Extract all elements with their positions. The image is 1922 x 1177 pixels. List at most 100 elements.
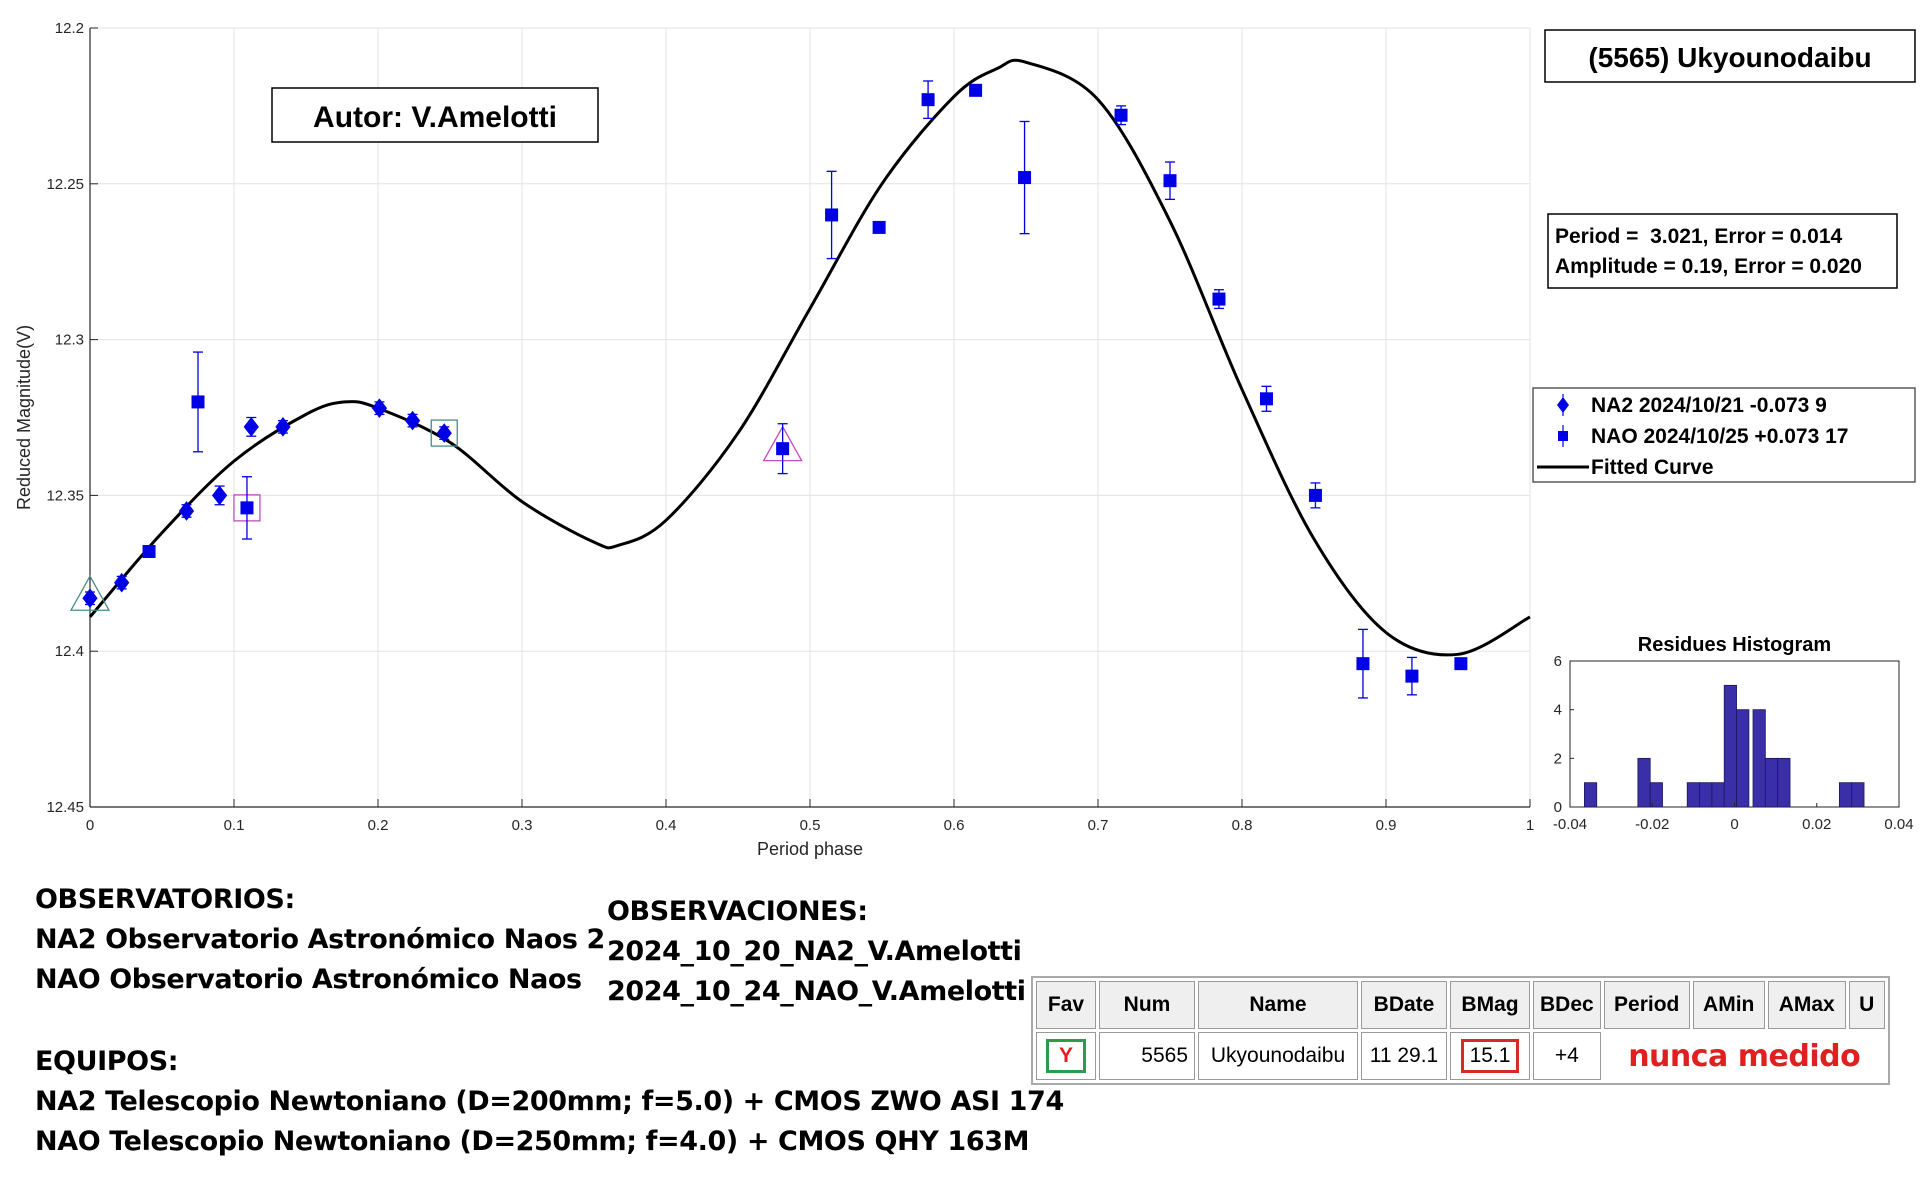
data-point-nao bbox=[872, 220, 886, 234]
observatorios-heading: OBSERVATORIOS: bbox=[35, 884, 295, 915]
observaciones-heading: OBSERVACIONES: bbox=[607, 896, 868, 927]
hist-x-tick-label: 0.04 bbox=[1884, 816, 1913, 833]
data-point-nao bbox=[1405, 669, 1419, 683]
data-point-na2 bbox=[275, 417, 291, 437]
y-tick-label: 12.2 bbox=[55, 20, 84, 37]
x-tick-label: 0.5 bbox=[800, 817, 821, 834]
author-label: Autor: V.Amelotti bbox=[313, 101, 557, 134]
y-tick-label: 12.45 bbox=[46, 799, 84, 816]
cell-bdate: 11 29.1 bbox=[1361, 1032, 1447, 1080]
highlight-square bbox=[430, 419, 458, 447]
legend-entry-label: NA2 2024/10/21 -0.073 9 bbox=[1591, 394, 1827, 417]
data-point-nao bbox=[1212, 292, 1226, 306]
highlight-triangle bbox=[69, 574, 111, 611]
legend-entry-label: Fitted Curve bbox=[1591, 456, 1714, 479]
y-tick-label: 12.3 bbox=[55, 332, 84, 349]
data-point-nao bbox=[191, 395, 205, 409]
table-row: Y 5565 Ukyounodaibu 11 29.1 15.1 +4 nunc… bbox=[1036, 1032, 1885, 1080]
data-point-na2 bbox=[371, 398, 388, 418]
observacion-na2: 2024_10_20_NA2_V.Amelotti bbox=[607, 936, 1022, 967]
data-point-na2 bbox=[243, 417, 259, 437]
fitted-curve bbox=[88, 58, 1531, 657]
fav-flag: Y bbox=[1046, 1039, 1086, 1073]
histogram-bar bbox=[1699, 782, 1713, 808]
histogram-bar bbox=[1649, 782, 1663, 808]
histogram-bar bbox=[1583, 782, 1598, 808]
histogram-bar bbox=[1736, 709, 1750, 808]
data-point-na2 bbox=[436, 423, 452, 443]
equipos-heading: EQUIPOS: bbox=[35, 1046, 179, 1077]
data-point-nao bbox=[142, 544, 156, 558]
cell-note: nunca medido bbox=[1603, 1032, 1885, 1080]
legend-box bbox=[1532, 387, 1916, 483]
y-tick-label: 12.25 bbox=[46, 176, 84, 193]
col-header-amin: AMin bbox=[1692, 981, 1765, 1029]
data-point-na2 bbox=[82, 588, 98, 609]
col-header-fav: Fav bbox=[1036, 981, 1096, 1029]
col-header-u: U bbox=[1848, 981, 1885, 1029]
x-tick-label: 0 bbox=[86, 817, 94, 834]
histogram-bar bbox=[1686, 782, 1700, 808]
col-header-bdec: BDec bbox=[1533, 981, 1601, 1029]
data-point-nao bbox=[1454, 657, 1468, 671]
equipo-nao: NAO Telescopio Newtoniano (D=250mm; f=4.… bbox=[35, 1126, 1030, 1157]
x-tick-label: 0.1 bbox=[224, 817, 245, 834]
col-header-name: Name bbox=[1198, 981, 1358, 1029]
data-point-nao bbox=[1308, 488, 1322, 502]
col-header-num: Num bbox=[1099, 981, 1195, 1029]
equipos-block: EQUIPOS: NA2 Telescopio Newtoniano (D=20… bbox=[35, 1042, 1064, 1162]
hist-y-tick-label: 6 bbox=[1554, 653, 1562, 670]
histogram-title: Residues Histogram bbox=[1638, 634, 1831, 656]
author-box: Autor: V.Amelotti bbox=[271, 87, 599, 143]
data-point-nao bbox=[1018, 171, 1032, 185]
cell-fav[interactable]: Y bbox=[1036, 1032, 1096, 1080]
x-tick-label: 0.4 bbox=[656, 817, 677, 834]
observatorio-nao: NAO Observatorio Astronómico Naos bbox=[35, 964, 582, 995]
fit-info-amplitude: Amplitude = 0.19, Error = 0.020 bbox=[1555, 255, 1862, 278]
data-point-nao bbox=[1356, 657, 1370, 671]
chart-title: (5565) Ukyounodaibu bbox=[1588, 42, 1871, 73]
col-header-bmag: BMag bbox=[1450, 981, 1530, 1029]
data-point-nao bbox=[1259, 392, 1273, 406]
histogram-bar bbox=[1637, 757, 1651, 808]
histogram-bar bbox=[1711, 782, 1725, 808]
data-point-nao bbox=[776, 442, 790, 456]
data-point-nao bbox=[921, 93, 935, 107]
data-point-nao bbox=[240, 501, 254, 515]
hist-y-tick-label: 4 bbox=[1554, 702, 1562, 719]
histogram-bar bbox=[1764, 757, 1779, 808]
x-tick-label: 0.2 bbox=[368, 817, 389, 834]
hist-x-tick-label: -0.02 bbox=[1635, 816, 1669, 833]
x-axis-label: Period phase bbox=[757, 839, 863, 859]
fit-info-box: Period = 3.021, Error = 0.014 Amplitude … bbox=[1547, 213, 1898, 289]
x-tick-label: 0.9 bbox=[1376, 817, 1397, 834]
y-tick-label: 12.4 bbox=[55, 643, 84, 660]
data-point-nao bbox=[825, 208, 839, 222]
table-header-row: Fav Num Name BDate BMag BDec Period AMin… bbox=[1036, 981, 1885, 1029]
x-tick-label: 0.3 bbox=[512, 817, 533, 834]
y-axis-label: Reduced Magnitude(V) bbox=[14, 325, 34, 510]
never-measured-note: nunca medido bbox=[1628, 1038, 1861, 1074]
col-header-bdate: BDate bbox=[1361, 981, 1447, 1029]
hist-x-tick-label: -0.04 bbox=[1553, 816, 1587, 833]
bmag-value: 15.1 bbox=[1460, 1039, 1520, 1073]
y-tick-label: 12.35 bbox=[46, 487, 84, 504]
histogram-bar bbox=[1752, 709, 1766, 808]
cell-name: Ukyounodaibu bbox=[1198, 1032, 1358, 1080]
observatorio-na2: NA2 Observatorio Astronómico Naos 2 bbox=[35, 924, 605, 955]
hist-x-tick-label: 0.02 bbox=[1802, 816, 1831, 833]
data-point-nao bbox=[1163, 174, 1177, 188]
observaciones-block: OBSERVACIONES: 2024_10_20_NA2_V.Amelotti… bbox=[607, 892, 1026, 1012]
histogram-bar bbox=[1723, 684, 1737, 808]
observacion-nao: 2024_10_24_NAO_V.Amelotti bbox=[607, 976, 1026, 1007]
cell-bmag: 15.1 bbox=[1450, 1032, 1530, 1080]
legend-entry-label: NAO 2024/10/25 +0.073 17 bbox=[1591, 425, 1848, 448]
cell-num: 5565 bbox=[1099, 1032, 1195, 1080]
legend-diamond-marker bbox=[1557, 397, 1569, 413]
x-tick-label: 1 bbox=[1526, 817, 1534, 834]
histogram-bar bbox=[1777, 757, 1791, 808]
x-tick-label: 0.7 bbox=[1088, 817, 1109, 834]
data-point-nao bbox=[969, 83, 983, 97]
residues-histogram: Residues Histogram -0.04 -0.02 0 0.02 0.04 0 2 4… bbox=[1553, 634, 1914, 833]
